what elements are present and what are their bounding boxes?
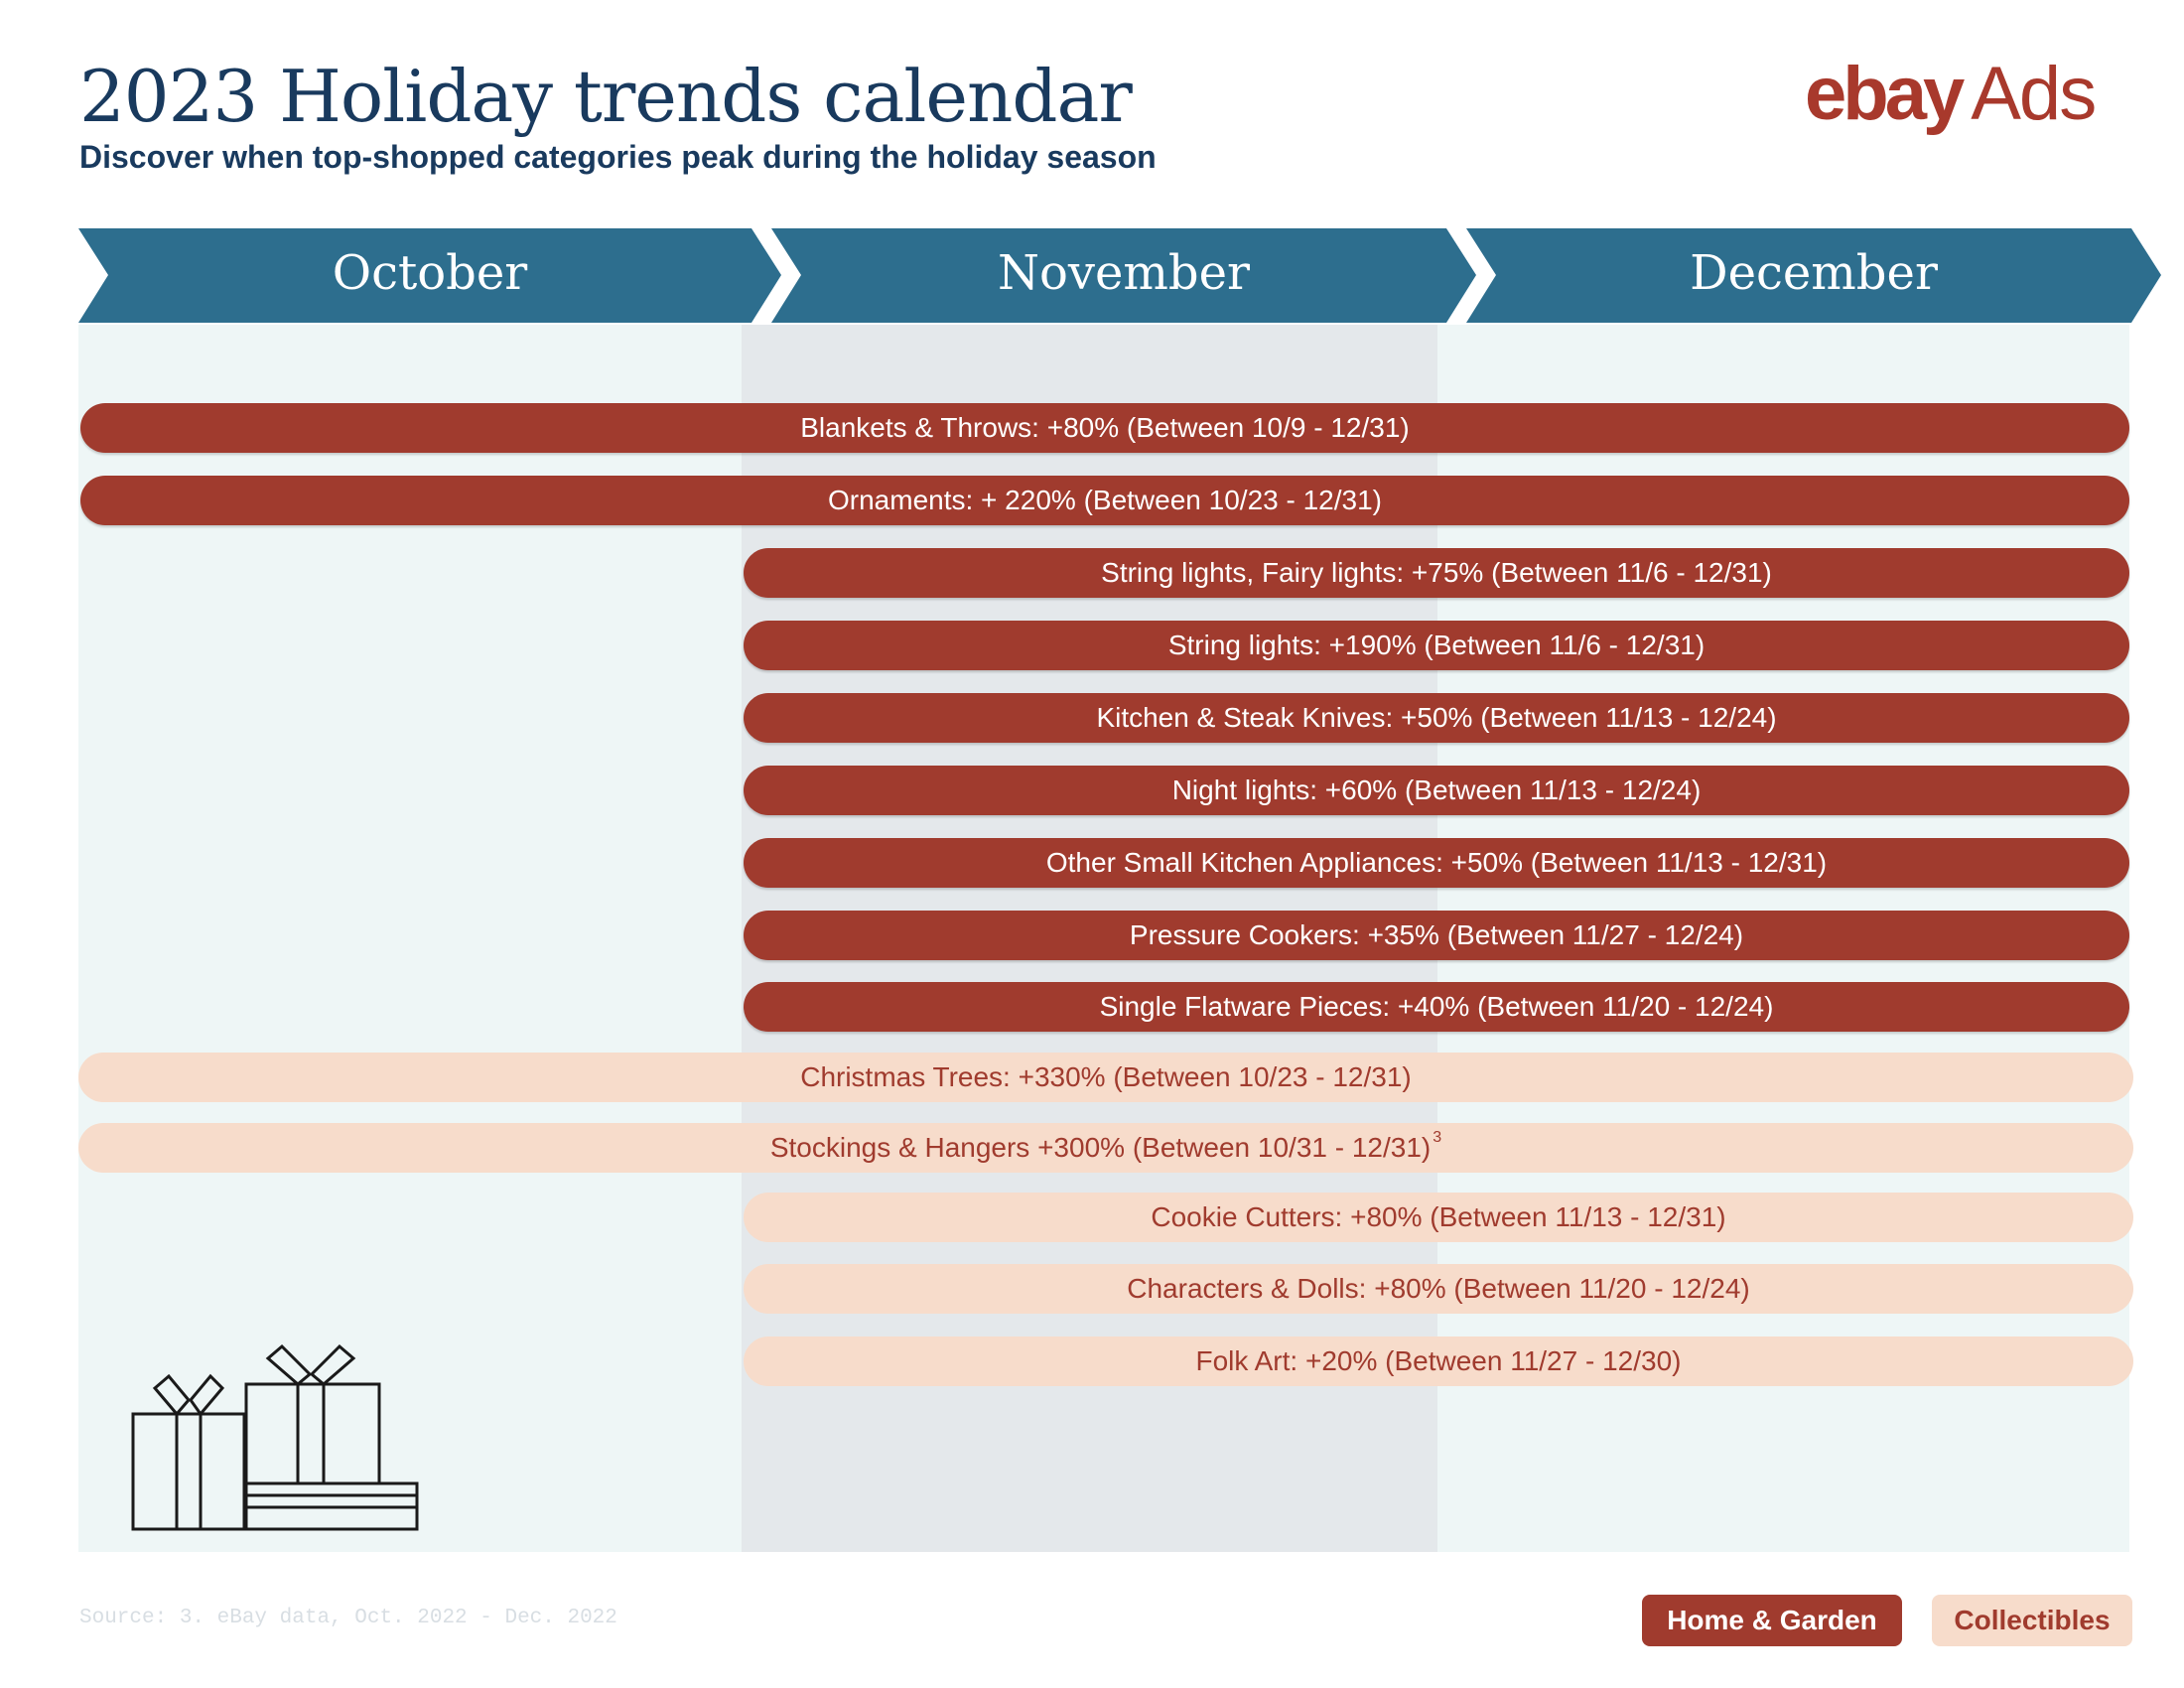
trend-label: String lights, Fairy lights: +75% (Betwe… bbox=[1101, 557, 1772, 588]
trend-label: String lights: +190% (Between 11/6 - 12/… bbox=[1167, 630, 1706, 660]
trend-bar-folk-art: Folk Art: +20% (Between 11/27 - 12/30) bbox=[744, 1336, 2133, 1386]
logo-ads-text: Ads bbox=[1971, 52, 2097, 136]
footnote-marker: 3 bbox=[1433, 1129, 1442, 1146]
month-december: December bbox=[1690, 245, 1938, 301]
gift-boxes-icon bbox=[131, 1343, 419, 1531]
legend-collectibles: Collectibles bbox=[1932, 1595, 2132, 1646]
trend-label: Folk Art: +20% (Between 11/27 - 12/30) bbox=[1195, 1345, 1682, 1376]
trend-label: Stockings & Hangers +300% (Between 10/31… bbox=[769, 1132, 1432, 1163]
source-note: Source: 3. eBay data, Oct. 2022 - Dec. 2… bbox=[79, 1607, 617, 1629]
trend-bar-ornaments: Ornaments: + 220% (Between 10/23 - 12/31… bbox=[80, 476, 2129, 525]
trend-bar-single-flatware-pieces: Single Flatware Pieces: +40% (Between 11… bbox=[744, 982, 2129, 1032]
trend-bar-kitchen-steak-knives: Kitchen & Steak Knives: +50% (Between 11… bbox=[744, 693, 2129, 743]
legend-home-garden: Home & Garden bbox=[1642, 1595, 1902, 1646]
december-chevron bbox=[1466, 228, 2161, 323]
trend-bar-small-kitchen-appliances: Other Small Kitchen Appliances: +50% (Be… bbox=[744, 838, 2129, 888]
ebay-ads-logo: ebay Ads bbox=[1805, 50, 2097, 139]
trend-bar-string-fairy-lights: String lights, Fairy lights: +75% (Betwe… bbox=[744, 548, 2129, 598]
trend-bar-string-lights: String lights: +190% (Between 11/6 - 12/… bbox=[744, 621, 2129, 670]
page-title: 2023 Holiday trends calendar bbox=[79, 55, 1133, 138]
trend-bar-blankets-throws: Blankets & Throws: +80% (Between 10/9 - … bbox=[80, 403, 2129, 453]
trend-label: Characters & Dolls: +80% (Between 11/20 … bbox=[1127, 1273, 1750, 1304]
trend-label: Single Flatware Pieces: +40% (Between 11… bbox=[1099, 991, 1774, 1022]
trend-label: Blankets & Throws: +80% (Between 10/9 - … bbox=[800, 412, 1410, 443]
month-october: October bbox=[332, 245, 528, 301]
month-november: November bbox=[997, 245, 1250, 301]
trend-label: Other Small Kitchen Appliances: +50% (Be… bbox=[1045, 847, 1828, 878]
trend-label: Christmas Trees: +330% (Between 10/23 - … bbox=[800, 1061, 1412, 1092]
trend-label: Night lights: +60% (Between 11/13 - 12/2… bbox=[1171, 774, 1702, 805]
trend-bar-christmas-trees: Christmas Trees: +330% (Between 10/23 - … bbox=[78, 1053, 2133, 1102]
trend-bar-cookie-cutters: Cookie Cutters: +80% (Between 11/13 - 12… bbox=[744, 1193, 2133, 1242]
trend-bar-pressure-cookers: Pressure Cookers: +35% (Between 11/27 - … bbox=[744, 911, 2129, 960]
month-chevron-header bbox=[78, 228, 2161, 323]
trend-bar-night-lights: Night lights: +60% (Between 11/13 - 12/2… bbox=[744, 766, 2129, 815]
trend-bar-characters-dolls: Characters & Dolls: +80% (Between 11/20 … bbox=[744, 1264, 2133, 1314]
trend-label: Ornaments: + 220% (Between 10/23 - 12/31… bbox=[828, 485, 1382, 515]
logo-ebay-text: ebay bbox=[1805, 52, 1965, 136]
trend-label: Cookie Cutters: +80% (Between 11/13 - 12… bbox=[1151, 1201, 1726, 1232]
trend-bar-stockings-hangers: Stockings & Hangers +300% (Between 10/31… bbox=[78, 1123, 2133, 1173]
trend-label: Kitchen & Steak Knives: +50% (Between 11… bbox=[1096, 702, 1777, 733]
october-chevron bbox=[78, 228, 781, 323]
trend-label: Pressure Cookers: +35% (Between 11/27 - … bbox=[1129, 919, 1744, 950]
november-chevron bbox=[771, 228, 1476, 323]
page-subtitle: Discover when top-shopped categories pea… bbox=[79, 139, 1157, 175]
